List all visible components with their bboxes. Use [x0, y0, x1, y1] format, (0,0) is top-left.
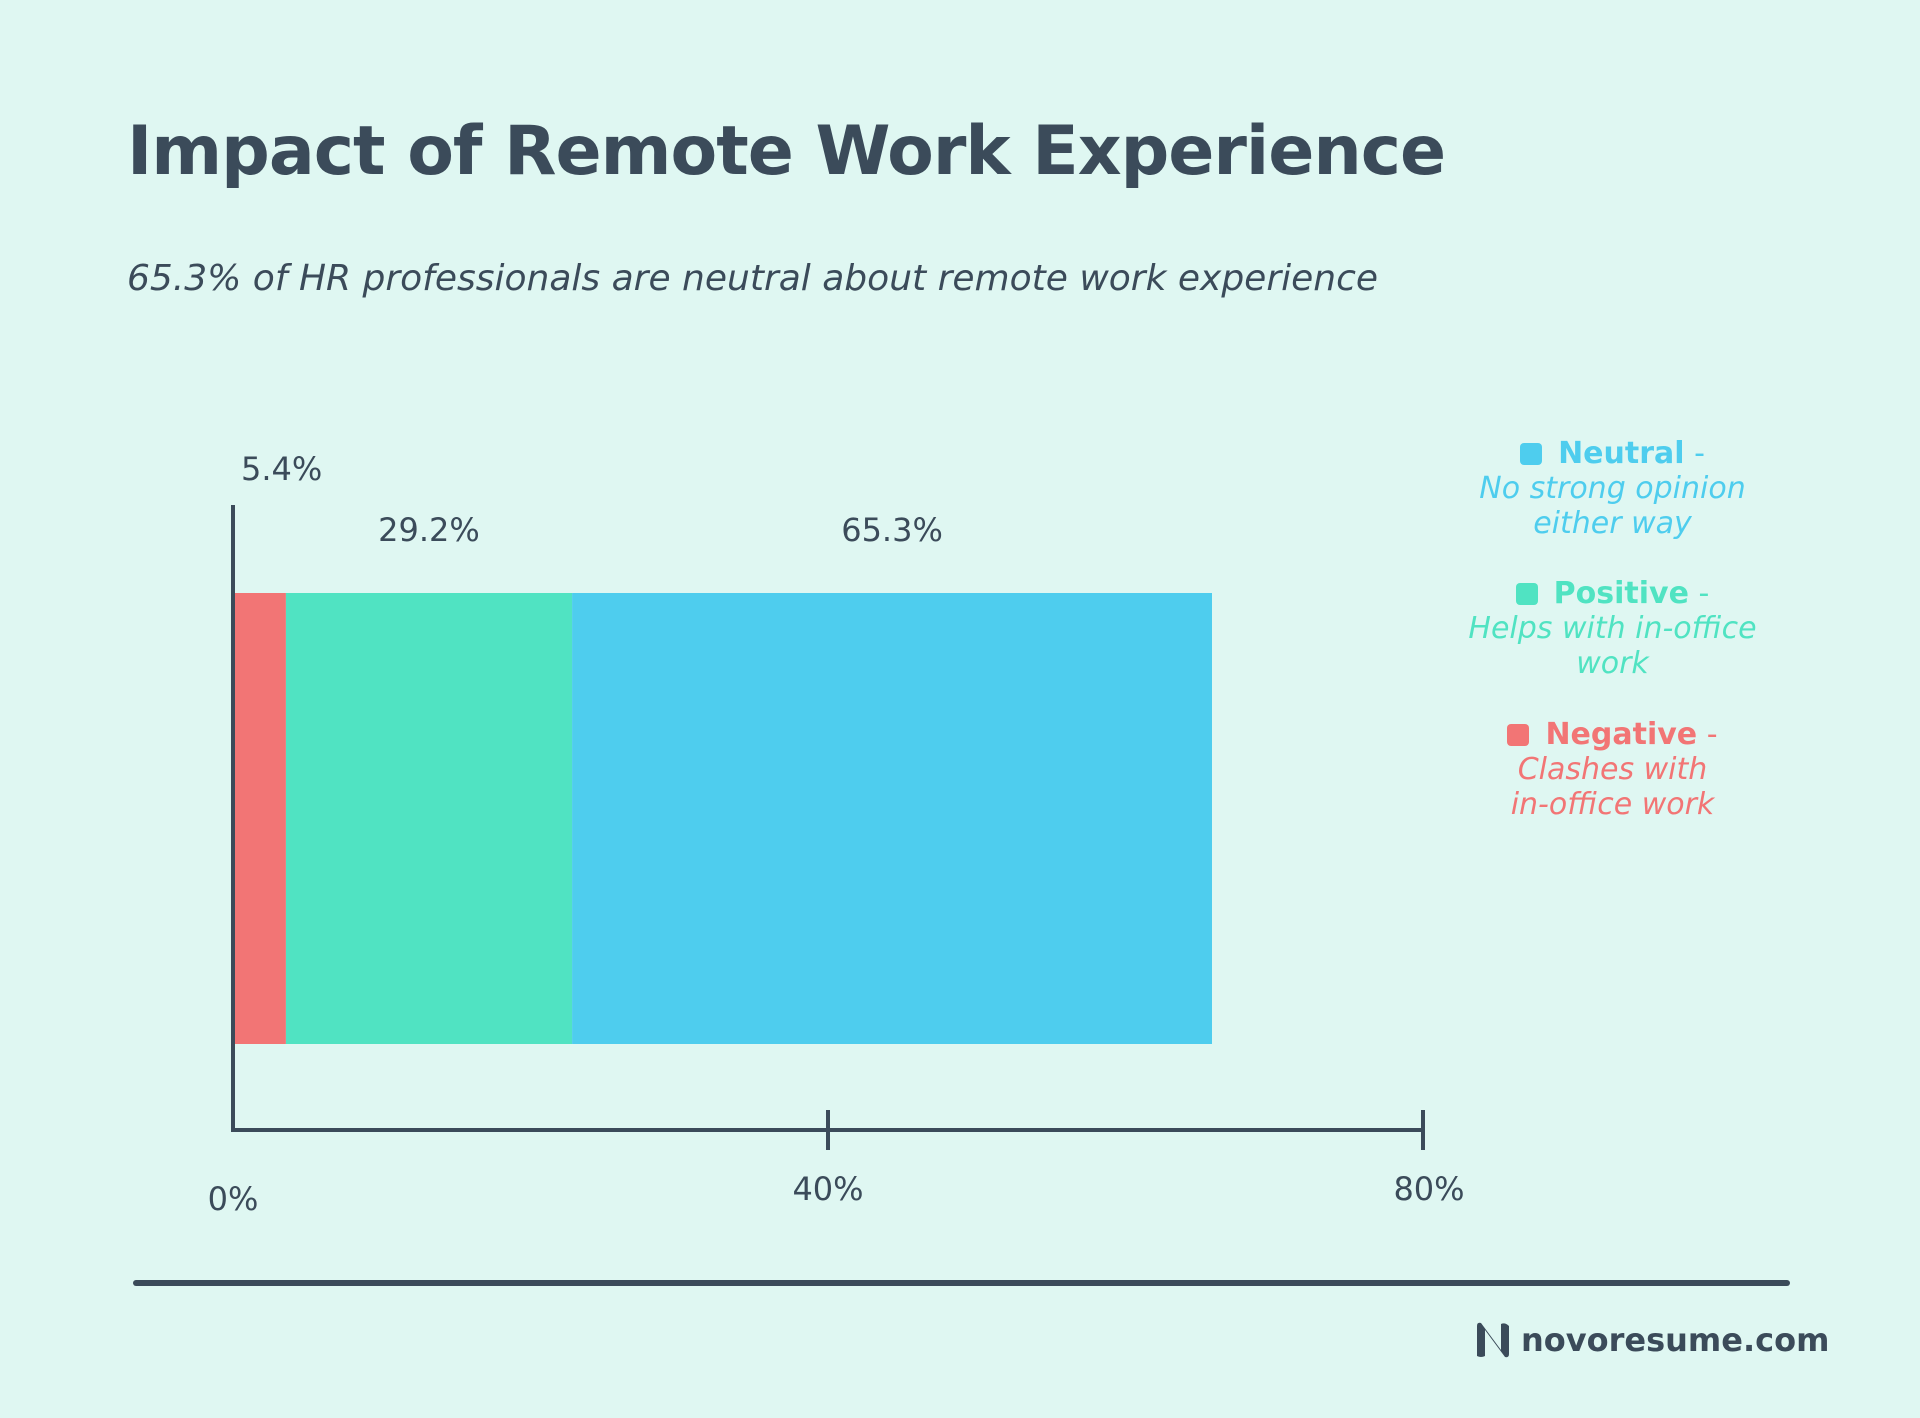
x-tick-label: 0% — [208, 1180, 259, 1218]
data-label: 29.2% — [378, 511, 480, 549]
legend-label: Negative — [1545, 717, 1698, 752]
legend-item-negative: Negative - Clashes with in-office work — [1440, 717, 1785, 822]
data-label: 65.3% — [841, 511, 943, 549]
x-tick-label: 40% — [792, 1170, 863, 1208]
legend-item-neutral: Neutral - No strong opinion either way — [1440, 436, 1785, 541]
chart-subtitle: 65.3% of HR professionals are neutral ab… — [127, 258, 1379, 299]
chart-title: Impact of Remote Work Experience — [127, 112, 1446, 191]
legend-description: either way — [1533, 506, 1692, 541]
brand-logo: novoresume.com — [1473, 1320, 1829, 1360]
bar-segment-neutral — [572, 593, 1212, 1044]
bar-segment-positive — [285, 593, 573, 1044]
legend-description: work — [1576, 646, 1649, 681]
legend-label: Positive — [1553, 576, 1689, 611]
legend-swatch — [1515, 583, 1538, 605]
legend-dash: - — [1698, 576, 1710, 611]
novoresume-logo-icon — [1477, 1322, 1509, 1358]
brand-name: novoresume.com — [1521, 1321, 1830, 1359]
legend-description: Clashes with — [1517, 752, 1708, 787]
legend-label: Neutral — [1558, 436, 1685, 471]
legend-swatch — [1520, 443, 1543, 465]
legend-item-positive: Positive - Helps with in-office work — [1440, 576, 1785, 681]
legend-description: in-office work — [1510, 787, 1715, 822]
bar-segment-negative — [233, 593, 286, 1044]
legend-description: Helps with in-office — [1468, 611, 1757, 646]
data-label: 5.4% — [241, 450, 322, 488]
legend-swatch — [1507, 724, 1530, 746]
legend-dash: - — [1706, 717, 1718, 752]
legend-description: No strong opinion — [1479, 471, 1746, 506]
divider — [133, 1280, 1790, 1286]
legend-dash: - — [1694, 436, 1705, 471]
x-tick-label: 80% — [1393, 1170, 1464, 1208]
